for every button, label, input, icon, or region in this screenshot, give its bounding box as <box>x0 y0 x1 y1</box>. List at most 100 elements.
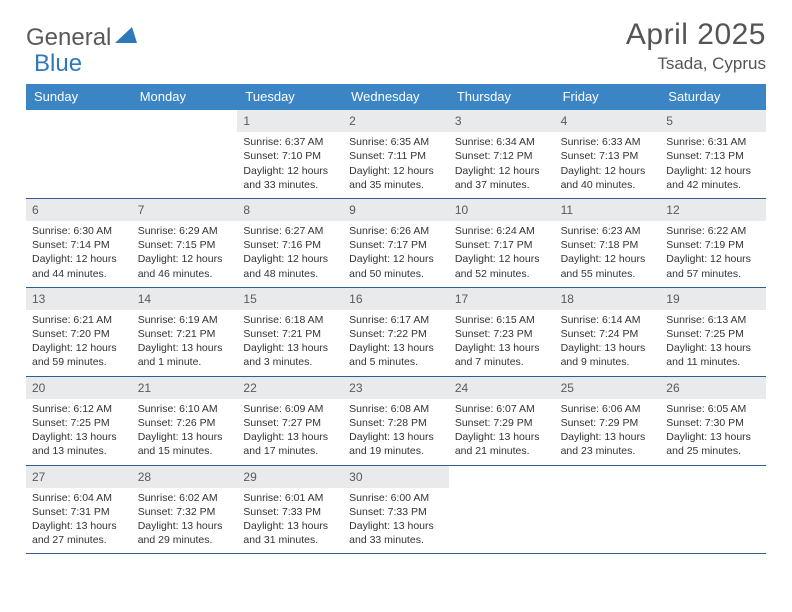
day-number: 2 <box>343 110 449 132</box>
calendar-day: 24Sunrise: 6:07 AMSunset: 7:29 PMDayligh… <box>449 377 555 465</box>
day-number: 30 <box>343 466 449 488</box>
day-number: 4 <box>555 110 661 132</box>
day-detail: Sunrise: 6:19 AMSunset: 7:21 PMDaylight:… <box>132 310 238 376</box>
day-number: 25 <box>555 377 661 399</box>
day-number: 23 <box>343 377 449 399</box>
sunrise-text: Sunrise: 6:02 AM <box>138 491 232 505</box>
sunset-text: Sunset: 7:33 PM <box>349 505 443 519</box>
sunrise-text: Sunrise: 6:04 AM <box>32 491 126 505</box>
day-number: 29 <box>237 466 343 488</box>
calendar-empty-cell <box>449 466 555 554</box>
day-detail: Sunrise: 6:30 AMSunset: 7:14 PMDaylight:… <box>26 221 132 287</box>
day-number: 9 <box>343 199 449 221</box>
sunset-text: Sunset: 7:29 PM <box>561 416 655 430</box>
sunset-text: Sunset: 7:19 PM <box>666 238 760 252</box>
sunrise-text: Sunrise: 6:10 AM <box>138 402 232 416</box>
day-number: 3 <box>449 110 555 132</box>
day-number: 16 <box>343 288 449 310</box>
sunset-text: Sunset: 7:25 PM <box>666 327 760 341</box>
daylight-text: Daylight: 13 hours and 7 minutes. <box>455 341 549 369</box>
sunrise-text: Sunrise: 6:23 AM <box>561 224 655 238</box>
daylight-text: Daylight: 13 hours and 23 minutes. <box>561 430 655 458</box>
calendar-day: 10Sunrise: 6:24 AMSunset: 7:17 PMDayligh… <box>449 199 555 287</box>
calendar-week: 13Sunrise: 6:21 AMSunset: 7:20 PMDayligh… <box>26 288 766 377</box>
day-detail: Sunrise: 6:29 AMSunset: 7:15 PMDaylight:… <box>132 221 238 287</box>
sunset-text: Sunset: 7:29 PM <box>455 416 549 430</box>
day-detail: Sunrise: 6:07 AMSunset: 7:29 PMDaylight:… <box>449 399 555 465</box>
sunrise-text: Sunrise: 6:26 AM <box>349 224 443 238</box>
calendar-empty-cell <box>660 466 766 554</box>
calendar-day: 21Sunrise: 6:10 AMSunset: 7:26 PMDayligh… <box>132 377 238 465</box>
daylight-text: Daylight: 12 hours and 59 minutes. <box>32 341 126 369</box>
day-detail: Sunrise: 6:31 AMSunset: 7:13 PMDaylight:… <box>660 132 766 198</box>
day-number: 15 <box>237 288 343 310</box>
day-detail: Sunrise: 6:27 AMSunset: 7:16 PMDaylight:… <box>237 221 343 287</box>
daylight-text: Daylight: 13 hours and 15 minutes. <box>138 430 232 458</box>
day-detail: Sunrise: 6:05 AMSunset: 7:30 PMDaylight:… <box>660 399 766 465</box>
sunset-text: Sunset: 7:33 PM <box>243 505 337 519</box>
daylight-text: Daylight: 13 hours and 31 minutes. <box>243 519 337 547</box>
sunset-text: Sunset: 7:16 PM <box>243 238 337 252</box>
day-number: 28 <box>132 466 238 488</box>
daylight-text: Daylight: 13 hours and 19 minutes. <box>349 430 443 458</box>
daylight-text: Daylight: 13 hours and 13 minutes. <box>32 430 126 458</box>
sunset-text: Sunset: 7:30 PM <box>666 416 760 430</box>
daylight-text: Daylight: 12 hours and 37 minutes. <box>455 164 549 192</box>
calendar-day: 28Sunrise: 6:02 AMSunset: 7:32 PMDayligh… <box>132 466 238 554</box>
day-number: 21 <box>132 377 238 399</box>
sunset-text: Sunset: 7:13 PM <box>561 149 655 163</box>
sunrise-text: Sunrise: 6:21 AM <box>32 313 126 327</box>
daylight-text: Daylight: 13 hours and 27 minutes. <box>32 519 126 547</box>
sunset-text: Sunset: 7:25 PM <box>32 416 126 430</box>
day-detail: Sunrise: 6:12 AMSunset: 7:25 PMDaylight:… <box>26 399 132 465</box>
calendar-week: 1Sunrise: 6:37 AMSunset: 7:10 PMDaylight… <box>26 110 766 199</box>
sunset-text: Sunset: 7:15 PM <box>138 238 232 252</box>
calendar-day: 16Sunrise: 6:17 AMSunset: 7:22 PMDayligh… <box>343 288 449 376</box>
day-detail: Sunrise: 6:33 AMSunset: 7:13 PMDaylight:… <box>555 132 661 198</box>
sunset-text: Sunset: 7:21 PM <box>138 327 232 341</box>
day-number: 26 <box>660 377 766 399</box>
day-detail: Sunrise: 6:04 AMSunset: 7:31 PMDaylight:… <box>26 488 132 554</box>
daylight-text: Daylight: 12 hours and 50 minutes. <box>349 252 443 280</box>
daylight-text: Daylight: 12 hours and 40 minutes. <box>561 164 655 192</box>
day-number: 18 <box>555 288 661 310</box>
brand-name-2: Blue <box>34 50 82 78</box>
day-detail: Sunrise: 6:10 AMSunset: 7:26 PMDaylight:… <box>132 399 238 465</box>
calendar-day: 3Sunrise: 6:34 AMSunset: 7:12 PMDaylight… <box>449 110 555 198</box>
brand-logo: General <box>26 18 138 52</box>
day-detail: Sunrise: 6:15 AMSunset: 7:23 PMDaylight:… <box>449 310 555 376</box>
calendar-day: 4Sunrise: 6:33 AMSunset: 7:13 PMDaylight… <box>555 110 661 198</box>
sunrise-text: Sunrise: 6:09 AM <box>243 402 337 416</box>
daylight-text: Daylight: 12 hours and 42 minutes. <box>666 164 760 192</box>
col-header-thursday: Thursday <box>449 84 555 110</box>
calendar-week: 27Sunrise: 6:04 AMSunset: 7:31 PMDayligh… <box>26 466 766 555</box>
day-number: 22 <box>237 377 343 399</box>
daylight-text: Daylight: 13 hours and 29 minutes. <box>138 519 232 547</box>
sunrise-text: Sunrise: 6:06 AM <box>561 402 655 416</box>
calendar-day: 20Sunrise: 6:12 AMSunset: 7:25 PMDayligh… <box>26 377 132 465</box>
calendar-page: General April 2025 Tsada, Cyprus Blue Su… <box>0 0 792 564</box>
day-detail: Sunrise: 6:09 AMSunset: 7:27 PMDaylight:… <box>237 399 343 465</box>
calendar-day: 22Sunrise: 6:09 AMSunset: 7:27 PMDayligh… <box>237 377 343 465</box>
sunrise-text: Sunrise: 6:15 AM <box>455 313 549 327</box>
sunset-text: Sunset: 7:27 PM <box>243 416 337 430</box>
brand-name-1: General <box>26 24 111 52</box>
sunset-text: Sunset: 7:26 PM <box>138 416 232 430</box>
col-header-saturday: Saturday <box>660 84 766 110</box>
sunrise-text: Sunrise: 6:34 AM <box>455 135 549 149</box>
sunrise-text: Sunrise: 6:08 AM <box>349 402 443 416</box>
day-number: 10 <box>449 199 555 221</box>
day-detail: Sunrise: 6:14 AMSunset: 7:24 PMDaylight:… <box>555 310 661 376</box>
calendar-day: 27Sunrise: 6:04 AMSunset: 7:31 PMDayligh… <box>26 466 132 554</box>
calendar-day: 2Sunrise: 6:35 AMSunset: 7:11 PMDaylight… <box>343 110 449 198</box>
day-number: 5 <box>660 110 766 132</box>
daylight-text: Daylight: 13 hours and 5 minutes. <box>349 341 443 369</box>
day-number: 1 <box>237 110 343 132</box>
sunset-text: Sunset: 7:10 PM <box>243 149 337 163</box>
sunset-text: Sunset: 7:17 PM <box>349 238 443 252</box>
daylight-text: Daylight: 13 hours and 9 minutes. <box>561 341 655 369</box>
daylight-text: Daylight: 12 hours and 46 minutes. <box>138 252 232 280</box>
calendar-day: 6Sunrise: 6:30 AMSunset: 7:14 PMDaylight… <box>26 199 132 287</box>
sunrise-text: Sunrise: 6:30 AM <box>32 224 126 238</box>
sunrise-text: Sunrise: 6:13 AM <box>666 313 760 327</box>
